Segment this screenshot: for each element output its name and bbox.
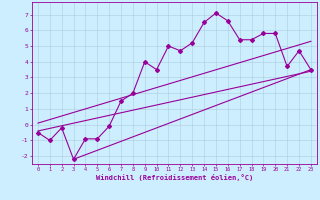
X-axis label: Windchill (Refroidissement éolien,°C): Windchill (Refroidissement éolien,°C) xyxy=(96,174,253,181)
